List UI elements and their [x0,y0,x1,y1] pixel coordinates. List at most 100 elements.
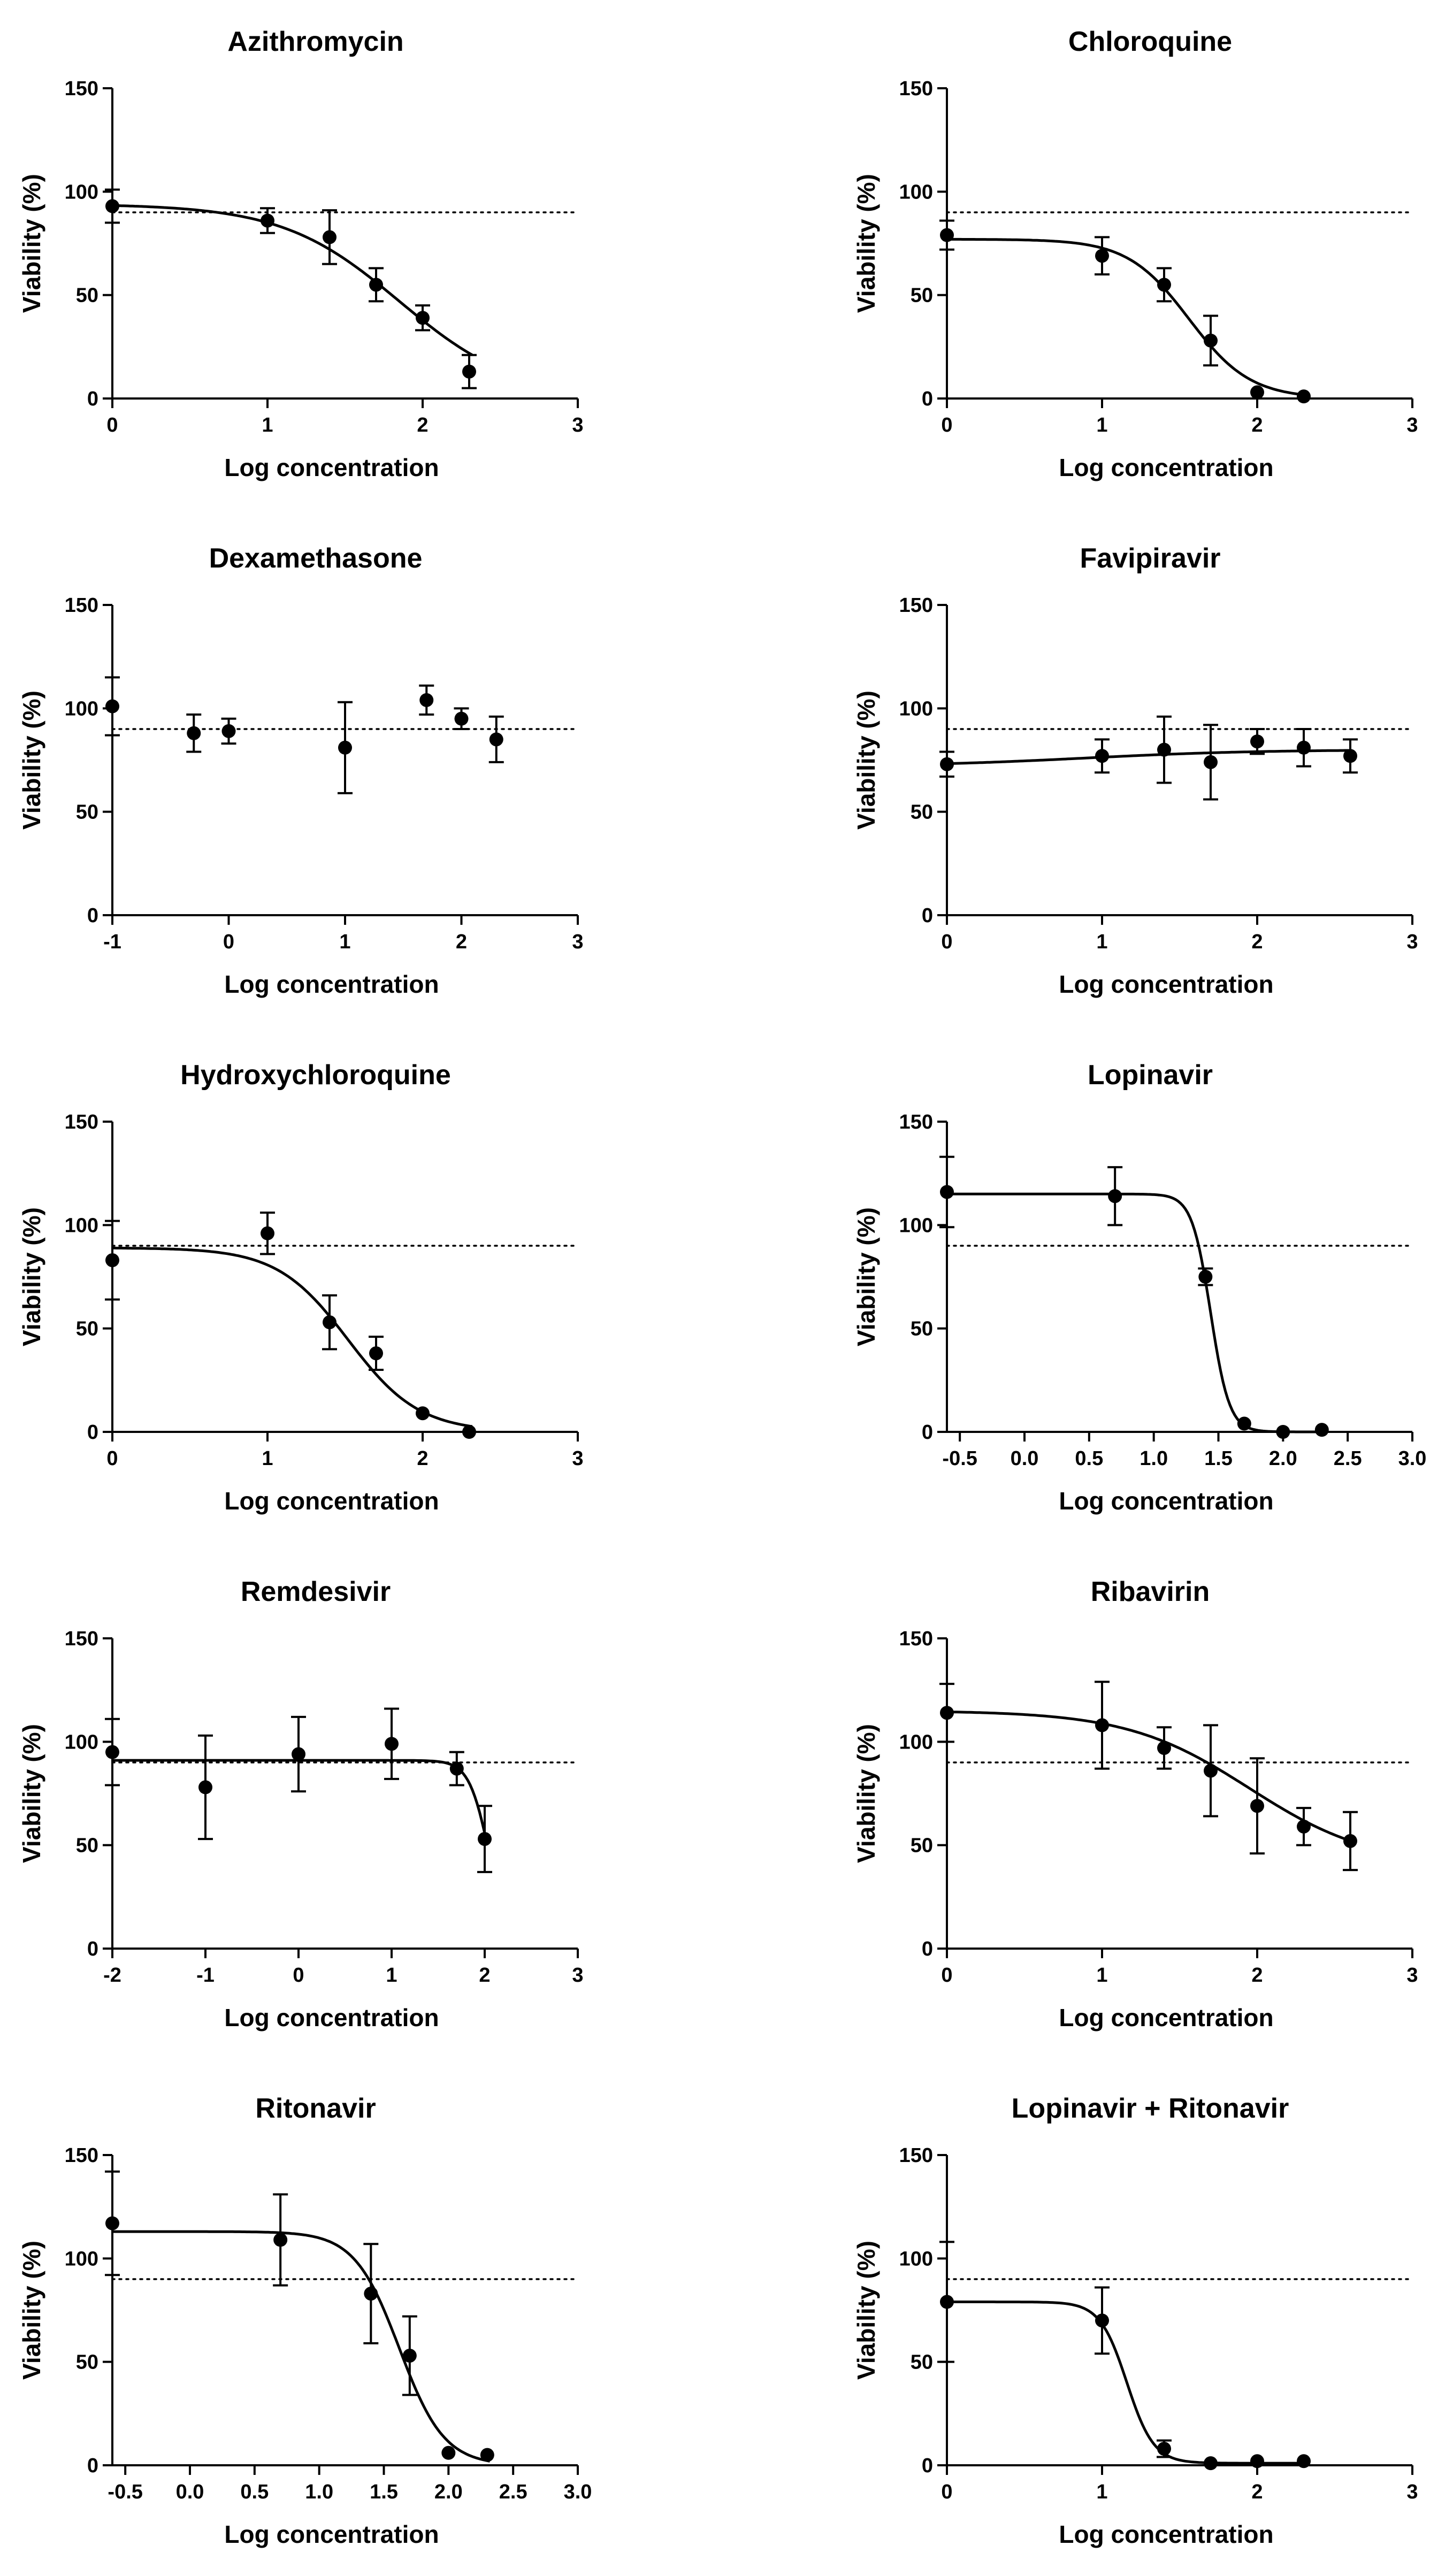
x-tick-label: 0 [106,414,118,436]
x-tick-label: 1.5 [1204,1447,1233,1470]
y-tick-label: 50 [911,285,933,307]
x-tick-label: 0 [941,931,952,953]
data-point [940,228,954,242]
x-tick-label: -1 [103,931,121,953]
x-axis-label: Log concentration [1059,1487,1273,1515]
data-point [385,1737,399,1751]
chart-panel: Chloroquine 0 50 100 150 0 1 2 3 Log concentratio… [852,26,1418,481]
x-tick-label: 3 [572,1447,583,1470]
y-tick-label: 100 [899,1731,933,1753]
data-point [480,2448,494,2462]
data-point [1157,2442,1171,2456]
x-tick-label: 1 [386,1964,397,1987]
data-point [364,2287,378,2301]
x-axis-label: Log concentration [1059,2004,1273,2031]
data-point [1157,742,1171,757]
y-tick-label: 100 [899,1214,933,1237]
y-tick-label: 150 [899,1628,933,1650]
y-tick-label: 100 [65,697,98,720]
y-tick-label: 100 [65,2248,98,2270]
x-axis-label: Log concentration [224,2004,439,2031]
y-tick-label: 0 [87,904,98,927]
y-axis-label: Viability (%) [18,174,45,313]
data-point [1204,1764,1218,1778]
chart-title: Lopinavir + Ritonavir [1012,2093,1289,2124]
y-tick-label: 150 [65,78,98,100]
x-tick-label: 2 [1251,414,1263,436]
y-tick-label: 50 [76,1835,98,1857]
data-point [489,732,503,747]
y-tick-label: 50 [911,1318,933,1340]
y-tick-label: 150 [65,1111,98,1133]
chart-panel: Azithromycin 0 50 100 150 0 1 2 3 Log concentrati… [18,26,584,481]
y-axis-label: Viability (%) [18,1724,45,1863]
x-tick-label: 1.0 [1140,1447,1168,1470]
x-tick-label: 2 [479,1964,490,1987]
y-tick-label: 0 [922,2455,933,2477]
x-tick-label: 1 [262,414,273,436]
data-point [1250,385,1264,400]
data-point [323,230,337,244]
data-point [462,364,476,379]
x-tick-label: 3.0 [564,2481,592,2503]
x-tick-label: 2.5 [1334,1447,1362,1470]
data-point [292,1747,305,1761]
data-point [449,1761,464,1776]
chart-title: Azithromycin [227,26,403,57]
x-tick-label: 2 [456,931,467,953]
data-point [221,724,236,738]
data-point [416,311,430,325]
data-point [1250,734,1264,749]
y-tick-label: 100 [899,181,933,203]
data-point [1095,249,1109,263]
data-point [940,757,954,771]
data-point [1250,2454,1264,2468]
data-point [1204,755,1218,769]
y-tick-label: 0 [87,2455,98,2477]
data-point [454,711,469,726]
x-tick-label: 2.0 [1269,1447,1297,1470]
fit-curve [947,1192,1325,1433]
y-tick-label: 100 [65,181,98,203]
x-tick-label: -2 [103,1964,121,1987]
y-axis-label: Viability (%) [18,2241,45,2380]
data-point [402,2349,417,2363]
x-axis-label: Log concentration [224,1487,439,1515]
y-tick-label: 150 [899,2144,933,2167]
fit-curve [112,204,473,356]
x-axis-label: Log concentration [224,970,439,998]
y-tick-label: 50 [76,1318,98,1340]
fit-curve [112,2230,491,2463]
x-tick-label: 3 [572,931,583,953]
data-point [940,1185,954,1199]
fit-curve [946,1710,1351,1842]
x-tick-label: -1 [196,1964,215,1987]
data-point [338,740,352,755]
data-point [478,1832,492,1846]
x-tick-label: 1 [1096,414,1107,436]
chart-panel: Lopinavir + Ritonavir 0 50 100 150 0 1 2 3 Log co… [852,2093,1418,2548]
y-tick-label: 0 [87,1421,98,1444]
data-point [1314,1423,1329,1437]
y-tick-label: 0 [87,1938,98,1960]
y-axis-label: Viability (%) [852,174,880,313]
x-tick-label: 3 [1406,931,1418,953]
x-axis-label: Log concentration [1059,970,1273,998]
y-tick-label: 150 [899,594,933,617]
y-tick-label: 150 [65,2144,98,2167]
chart-panel: Ritonavir 0 50 100 150 -0.5 0.0 0.5 1.0 1.5 2.0 2.5… [18,2093,592,2548]
data-point [105,2216,119,2230]
x-tick-label: 0 [941,1964,952,1987]
data-point [419,693,434,707]
data-point [1297,2454,1311,2468]
data-point [1108,1189,1122,1203]
x-tick-label: 3 [1406,414,1418,436]
x-tick-label: 1 [1096,2481,1107,2503]
chart-title: Hydroxychloroquine [180,1060,451,1091]
data-point [1250,1799,1264,1813]
y-tick-label: 0 [922,388,933,410]
x-tick-label: 0.5 [240,2481,269,2503]
data-point [441,2445,456,2460]
chart-title: Favipiravir [1080,543,1220,574]
